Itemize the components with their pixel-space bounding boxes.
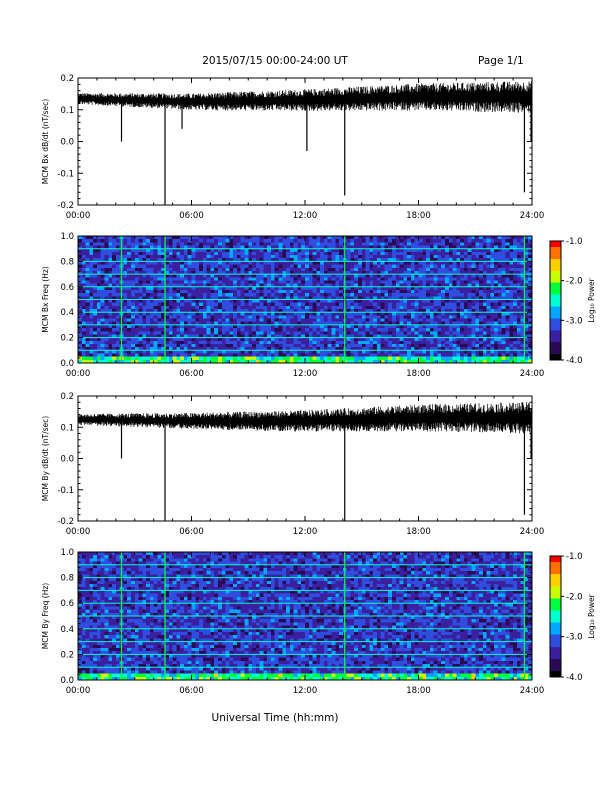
colorbar-title: Log₁₀ Power <box>587 277 596 322</box>
bx-rate-panel: 0.2 0.1 0.0 -0.1 -0.200:00 06:00 12:00 18:00 24:… <box>41 74 544 221</box>
y-axis-title: MCM Bx Freq (Hz) <box>41 266 50 332</box>
y-tick-label: 0.2 <box>60 650 74 660</box>
colorbar-tick-label: -1.0 <box>566 237 583 247</box>
x-tick-label: 00:00 <box>66 686 91 696</box>
x-tick-label: 12:00 <box>293 527 318 537</box>
y-tick-label: 1.0 <box>60 232 74 242</box>
y-tick-label: 0.6 <box>60 283 74 293</box>
spectrogram-cells <box>78 236 533 364</box>
x-tick-label: 00:00 <box>66 211 91 221</box>
x-axis-title: Universal Time (hh:mm) <box>212 712 339 724</box>
by-colorbar: -1.0 -2.0 -3.0 -4.0 Log₁₀ Power <box>549 552 596 683</box>
y-tick-label: 0.0 <box>60 138 74 148</box>
colorbar-frame <box>549 240 562 361</box>
trace-line <box>78 402 532 434</box>
x-tick-label: 18:00 <box>406 211 431 221</box>
x-tick-label: 18:00 <box>406 527 431 537</box>
y-tick-label: 0.1 <box>60 423 74 433</box>
colorbar-gradient <box>550 556 561 678</box>
y-tick-label: 0.0 <box>60 676 74 686</box>
y-tick-label: -0.1 <box>57 486 74 496</box>
x-tick-label: 06:00 <box>179 686 204 696</box>
x-tick-label: 24:00 <box>520 527 545 537</box>
y-tick-label: 0.0 <box>60 455 74 465</box>
colorbar-tick-label: -3.0 <box>566 633 583 643</box>
page-number: Page 1/1 <box>478 55 524 67</box>
x-tick-label: 18:00 <box>406 369 431 379</box>
spectrogram-cells <box>78 552 533 681</box>
y-tick-label: 0.6 <box>60 599 74 609</box>
y-tick-label: -0.2 <box>57 201 74 211</box>
y-axis-title: MCM By dB/dt (nT/sec) <box>41 416 50 501</box>
x-tick-label: 00:00 <box>66 527 91 537</box>
colorbar-tick-label: -4.0 <box>566 356 583 366</box>
y-tick-label: 0.8 <box>60 574 74 584</box>
x-tick-label: 12:00 <box>293 211 318 221</box>
y-axis-title: MCM By Freq (Hz) <box>41 583 50 649</box>
y-tick-label: 0.2 <box>60 74 74 84</box>
y-tick-label: -0.1 <box>57 169 74 179</box>
x-tick-label: 24:00 <box>520 369 545 379</box>
colorbar-tick-label: -1.0 <box>566 552 583 562</box>
page-title: 2015/07/15 00:00-24:00 UT <box>202 55 348 67</box>
colorbar-frame <box>549 555 562 678</box>
x-tick-label: 12:00 <box>293 686 318 696</box>
y-tick-label: 0.8 <box>60 257 74 267</box>
colorbar-tick-label: -2.0 <box>566 277 583 287</box>
x-tick-label: 24:00 <box>520 211 545 221</box>
colorbar-tick-label: -3.0 <box>566 316 583 326</box>
x-tick-label: 24:00 <box>520 686 545 696</box>
x-tick-label: 06:00 <box>179 211 204 221</box>
y-tick-label: -0.2 <box>57 517 74 527</box>
x-tick-label: 06:00 <box>179 527 204 537</box>
y-tick-label: 0.2 <box>60 392 74 402</box>
y-tick-label: 0.4 <box>60 308 74 318</box>
colorbar-title: Log₁₀ Power <box>587 593 596 638</box>
colorbar-gradient <box>550 241 561 361</box>
colorbar-tick-label: -4.0 <box>566 673 583 683</box>
by-spectrogram-panel: 1.0 0.8 0.6 0.4 0.2 0.000:00 06:00 12:00 18:00 24… <box>41 548 544 696</box>
y-tick-label: 0.4 <box>60 625 74 635</box>
y-tick-label: 0.1 <box>60 106 74 116</box>
y-tick-label: 0.0 <box>60 359 74 369</box>
colorbar-tick-label: -2.0 <box>566 592 583 602</box>
x-tick-label: 06:00 <box>179 369 204 379</box>
by-rate-panel: 0.2 0.1 0.0 -0.1 -0.200:00 06:00 12:00 18:00 24:… <box>41 392 544 537</box>
y-tick-label: 0.2 <box>60 334 74 344</box>
x-tick-label: 12:00 <box>293 369 318 379</box>
bx-colorbar: -1.0 -2.0 -3.0 -4.0 Log₁₀ Power <box>549 237 596 366</box>
x-tick-label: 18:00 <box>406 686 431 696</box>
bx-spectrogram-panel: 1.0 0.8 0.6 0.4 0.2 0.000:00 06:00 12:00 18:00 24… <box>41 232 544 379</box>
y-tick-label: 1.0 <box>60 548 74 558</box>
y-axis-title: MCM Bx dB/dt (nT/sec) <box>41 99 50 184</box>
x-tick-label: 00:00 <box>66 369 91 379</box>
trace-line <box>78 81 532 113</box>
